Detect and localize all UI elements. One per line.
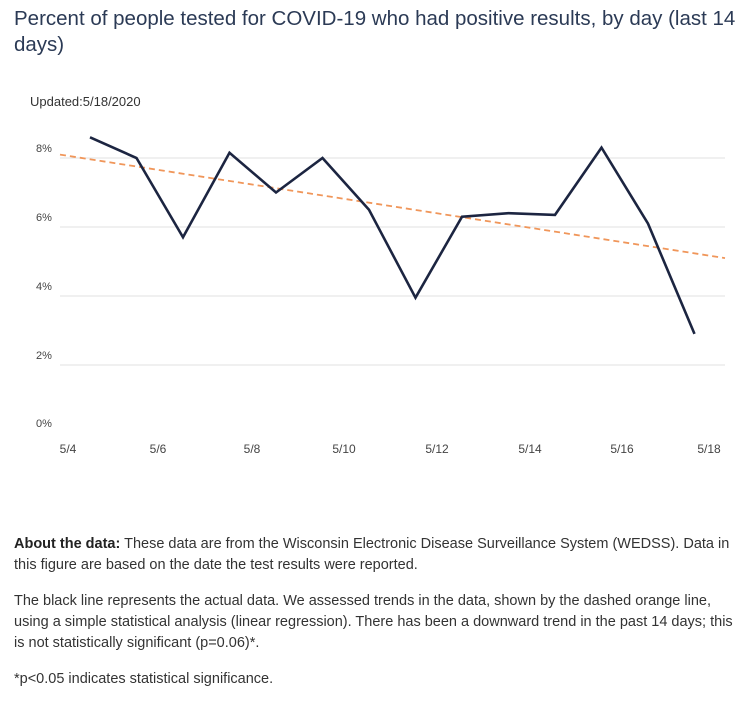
about-label: About the data: bbox=[14, 536, 121, 552]
x-tick-label: 5/8 bbox=[244, 442, 261, 456]
chart-title: Percent of people tested for COVID-19 wh… bbox=[14, 7, 736, 56]
y-tick-label: 8% bbox=[36, 143, 52, 155]
trend-line bbox=[59, 153, 726, 259]
x-tick-label: 5/18 bbox=[697, 442, 721, 456]
y-tick-label: 6% bbox=[36, 212, 52, 224]
y-axis-ticks: 0% 2% 4% 6% 8% bbox=[36, 143, 52, 430]
x-tick-label: 5/14 bbox=[518, 442, 542, 456]
updated-date: Updated:5/18/2020 bbox=[30, 94, 141, 109]
trend-paragraph: The black line represents the actual dat… bbox=[14, 593, 733, 651]
footnote: *p<0.05 indicates statistical significan… bbox=[14, 671, 274, 687]
about-data-notes: About the data: These data are from the … bbox=[14, 534, 742, 705]
about-text: These data are from the Wisconsin Electr… bbox=[14, 536, 730, 573]
x-tick-label: 5/16 bbox=[610, 442, 634, 456]
x-axis-ticks: 5/4 5/6 5/8 5/10 5/12 5/14 5/16 5/18 bbox=[60, 442, 721, 456]
x-tick-label: 5/6 bbox=[150, 442, 167, 456]
x-tick-label: 5/10 bbox=[332, 442, 356, 456]
gridlines bbox=[60, 157, 725, 366]
x-tick-label: 5/12 bbox=[425, 442, 449, 456]
y-tick-label: 0% bbox=[36, 418, 52, 430]
data-line bbox=[89, 136, 696, 335]
y-tick-label: 2% bbox=[36, 350, 52, 362]
about-paragraph: About the data: These data are from the … bbox=[14, 534, 742, 576]
x-tick-label: 5/4 bbox=[60, 442, 77, 456]
line-chart: 0% 2% 4% 6% 8% 5/4 5/6 5/8 5/10 5/12 5/14 5/16 5/18 bbox=[36, 136, 726, 456]
y-tick-label: 4% bbox=[36, 281, 52, 293]
